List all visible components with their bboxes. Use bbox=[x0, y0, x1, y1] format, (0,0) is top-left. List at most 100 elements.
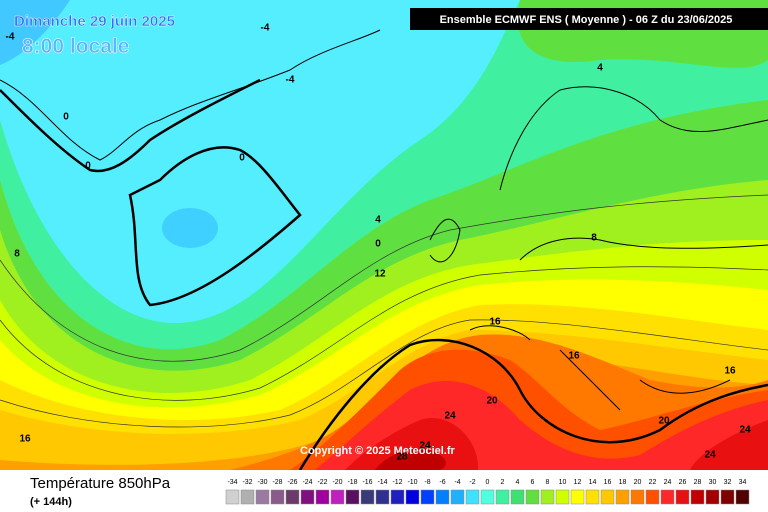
contour-label: 4 bbox=[597, 63, 603, 74]
legend-swatch bbox=[525, 489, 540, 505]
legend-swatch bbox=[510, 489, 525, 505]
isotherm bbox=[0, 78, 261, 173]
legend-swatch bbox=[735, 489, 750, 505]
legend-label: 8 bbox=[546, 479, 550, 486]
legend-label: -10 bbox=[407, 479, 417, 486]
legend-label: 22 bbox=[649, 479, 657, 486]
legend-swatch bbox=[240, 489, 255, 505]
legend-label: -30 bbox=[257, 479, 267, 486]
contour-label: 28 bbox=[396, 452, 408, 463]
contour-label: -4 bbox=[6, 32, 15, 43]
isotherm bbox=[298, 338, 768, 471]
legend-swatch bbox=[405, 489, 420, 505]
legend-swatch bbox=[300, 489, 315, 505]
contour-label: 16 bbox=[568, 351, 580, 362]
legend-swatch bbox=[555, 489, 570, 505]
footer-title: Température 850hPa bbox=[30, 475, 171, 492]
coastline bbox=[429, 86, 768, 411]
legend-swatch bbox=[675, 489, 690, 505]
contour-label: 16 bbox=[724, 366, 736, 377]
legend-label: -22 bbox=[317, 479, 327, 486]
legend-swatch bbox=[495, 489, 510, 505]
isotherm bbox=[0, 194, 768, 362]
contour-label: 20 bbox=[658, 416, 670, 427]
legend-label: -4 bbox=[454, 479, 460, 486]
isotherm bbox=[128, 146, 302, 307]
legend-swatch bbox=[720, 489, 735, 505]
legend-swatch bbox=[330, 489, 345, 505]
legend-swatch bbox=[480, 489, 495, 505]
isotherm bbox=[0, 319, 768, 428]
contour-label: 8 bbox=[591, 233, 597, 244]
legend-label: 28 bbox=[694, 479, 702, 486]
legend-label: -16 bbox=[362, 479, 372, 486]
legend-label: -2 bbox=[469, 479, 475, 486]
contour-label: 16 bbox=[19, 434, 31, 445]
legend-swatch bbox=[450, 489, 465, 505]
legend-label: -14 bbox=[377, 479, 387, 486]
forecast-date: Dimanche 29 juin 2025 bbox=[14, 13, 175, 30]
cold-pocket bbox=[162, 208, 218, 248]
model-box bbox=[410, 8, 768, 30]
legend-swatch bbox=[255, 489, 270, 505]
legend-swatch bbox=[585, 489, 600, 505]
contour-label: 0 bbox=[63, 112, 69, 123]
legend-label: -12 bbox=[392, 479, 402, 486]
contour-label: -4 bbox=[261, 23, 270, 34]
legend-swatch bbox=[345, 489, 360, 505]
legend-label: 0 bbox=[486, 479, 490, 486]
coastline bbox=[0, 29, 381, 161]
legend-label: -6 bbox=[439, 479, 445, 486]
legend-swatch bbox=[615, 489, 630, 505]
legend-swatch bbox=[225, 489, 240, 505]
legend-label: 20 bbox=[634, 479, 642, 486]
legend-label: 30 bbox=[709, 479, 717, 486]
contour-label: 20 bbox=[486, 396, 498, 407]
contour-label: 24 bbox=[739, 425, 751, 436]
contour-label: 0 bbox=[375, 239, 381, 250]
legend-swatch bbox=[360, 489, 375, 505]
legend-swatch bbox=[690, 489, 705, 505]
legend-swatch bbox=[285, 489, 300, 505]
legend-label: -8 bbox=[424, 479, 430, 486]
legend-label: 24 bbox=[664, 479, 672, 486]
legend-swatch bbox=[630, 489, 645, 505]
legend-label: -34 bbox=[227, 479, 237, 486]
legend-label: -28 bbox=[272, 479, 282, 486]
legend-swatch bbox=[645, 489, 660, 505]
legend-label: -18 bbox=[347, 479, 357, 486]
contour-label: 0 bbox=[85, 161, 91, 172]
legend-label: 14 bbox=[589, 479, 597, 486]
legend-swatch bbox=[540, 489, 555, 505]
legend-label: -24 bbox=[302, 479, 312, 486]
legend-label: 26 bbox=[679, 479, 687, 486]
legend-label: 6 bbox=[531, 479, 535, 486]
legend-swatch bbox=[375, 489, 390, 505]
legend-label: 4 bbox=[516, 479, 520, 486]
legend-swatch bbox=[315, 489, 330, 505]
model-info: Ensemble ECMWF ENS ( Moyenne ) - 06 Z du… bbox=[440, 14, 733, 26]
legend-label: 18 bbox=[619, 479, 627, 486]
contour-label: 24 bbox=[444, 411, 456, 422]
legend-label: 2 bbox=[501, 479, 505, 486]
legend-label: -20 bbox=[332, 479, 342, 486]
legend-swatch bbox=[390, 489, 405, 505]
contour-label: 8 bbox=[14, 249, 20, 260]
cold-zone bbox=[0, 0, 70, 65]
contour-label: 16 bbox=[489, 317, 501, 328]
legend-swatch bbox=[465, 489, 480, 505]
legend-label: 16 bbox=[604, 479, 612, 486]
temp-band bbox=[375, 448, 446, 470]
legend-swatch bbox=[270, 489, 285, 505]
legend-label: 34 bbox=[739, 479, 747, 486]
copyright: Copyright © 2025 Meteociel.fr bbox=[300, 445, 456, 457]
forecast-time: 8:00 locale bbox=[22, 35, 129, 58]
contour-label: 24 bbox=[704, 450, 716, 461]
legend-label: 10 bbox=[559, 479, 567, 486]
legend-swatch bbox=[420, 489, 435, 505]
footer-subtitle: (+ 144h) bbox=[30, 496, 72, 508]
isotherm bbox=[0, 266, 768, 401]
legend-label: -26 bbox=[287, 479, 297, 486]
legend-swatch bbox=[570, 489, 585, 505]
